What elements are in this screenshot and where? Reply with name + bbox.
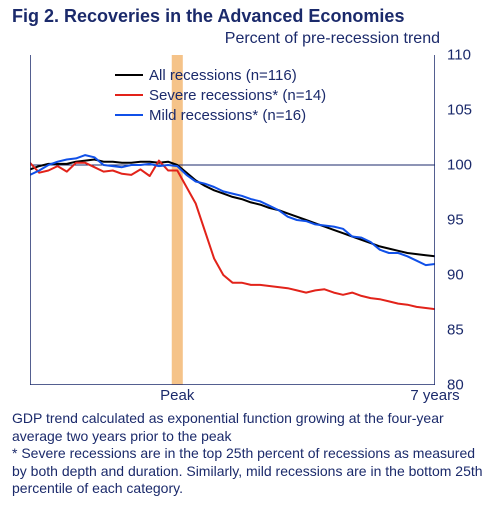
- xtick-label: Peak: [160, 387, 194, 404]
- chart-footnote: GDP trend calculated as exponential func…: [12, 410, 488, 498]
- legend: All recessions (n=116) Severe recessions*…: [115, 65, 326, 125]
- ytick-label: 105: [447, 102, 487, 119]
- ytick-label: 85: [447, 322, 487, 339]
- series-all: [30, 160, 435, 257]
- legend-swatch: [115, 114, 143, 116]
- legend-item: Mild recessions* (n=16): [115, 105, 326, 125]
- chart-subtitle: Percent of pre-recession trend: [225, 30, 440, 48]
- legend-swatch: [115, 94, 143, 96]
- series-severe: [30, 161, 435, 310]
- legend-label: All recessions (n=116): [149, 67, 297, 84]
- ytick-label: 100: [447, 157, 487, 174]
- legend-item: All recessions (n=116): [115, 65, 326, 85]
- series-mild: [30, 155, 435, 265]
- legend-item: Severe recessions* (n=14): [115, 85, 326, 105]
- xtick-label: 7 years: [410, 387, 459, 404]
- legend-label: Mild recessions* (n=16): [149, 107, 306, 124]
- footnote-line: * Severe recessions are in the top 25th …: [12, 445, 488, 498]
- legend-swatch: [115, 74, 143, 76]
- ytick-label: 90: [447, 267, 487, 284]
- figure-container: Fig 2. Recoveries in the Advanced Econom…: [0, 0, 500, 510]
- footnote-line: GDP trend calculated as exponential func…: [12, 410, 488, 445]
- chart-title: Fig 2. Recoveries in the Advanced Econom…: [12, 6, 404, 27]
- chart-area: All recessions (n=116) Severe recessions*…: [30, 55, 435, 385]
- legend-label: Severe recessions* (n=14): [149, 87, 326, 104]
- ytick-label: 110: [447, 47, 487, 64]
- ytick-label: 95: [447, 212, 487, 229]
